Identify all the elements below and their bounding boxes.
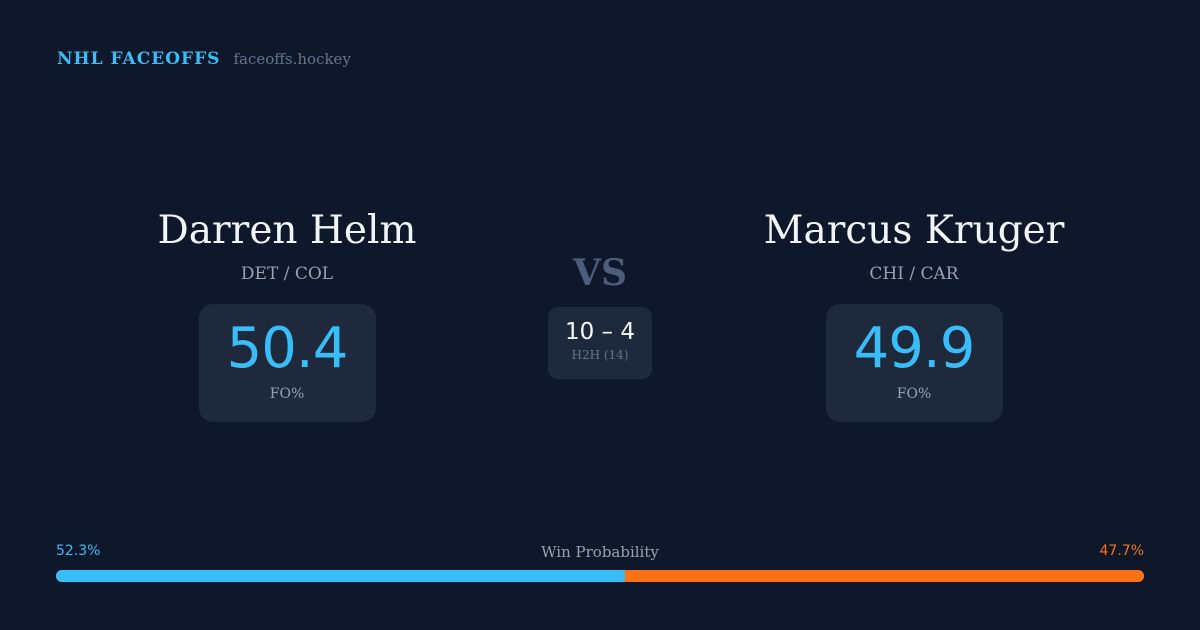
brand-header: NHL FACEOFFS faceoffs.hockey: [57, 49, 351, 69]
player-1-fo-card: 50.4 FO%: [198, 304, 376, 422]
player-2-name: Marcus Kruger: [763, 208, 1065, 253]
win-prob-bar-player-2: [625, 570, 1144, 582]
win-prob-title: Win Probability: [541, 543, 659, 561]
brand-name: NHL FACEOFFS: [57, 49, 221, 69]
win-prob-left: 52.3%: [56, 543, 101, 559]
win-prob-right: 47.7%: [1099, 543, 1144, 559]
player-2-fo-card: 49.9 FO%: [825, 304, 1003, 422]
player-2-fo-label: FO%: [896, 386, 932, 402]
h2h-label: H2H (14): [571, 348, 629, 362]
player-2: Marcus Kruger CHI / CAR 49.9 FO%: [704, 205, 1124, 422]
player-1-teams: DET / COL: [240, 264, 334, 284]
player-2-teams: CHI / CAR: [869, 264, 959, 284]
h2h-card: 10 – 4 H2H (14): [548, 307, 652, 379]
brand-site: faceoffs.hockey: [233, 50, 351, 68]
player-1: Darren Helm DET / COL 50.4 FO%: [77, 205, 497, 422]
h2h-score: 10 – 4: [564, 319, 636, 345]
player-2-fo-pct: 49.9: [853, 316, 976, 381]
versus-label: VS: [573, 252, 627, 294]
player-1-fo-label: FO%: [269, 386, 305, 402]
win-prob-bar-player-1: [56, 570, 626, 582]
player-1-name: Darren Helm: [157, 208, 417, 253]
player-1-fo-pct: 50.4: [226, 316, 349, 381]
win-probability-bar: [56, 570, 1144, 582]
